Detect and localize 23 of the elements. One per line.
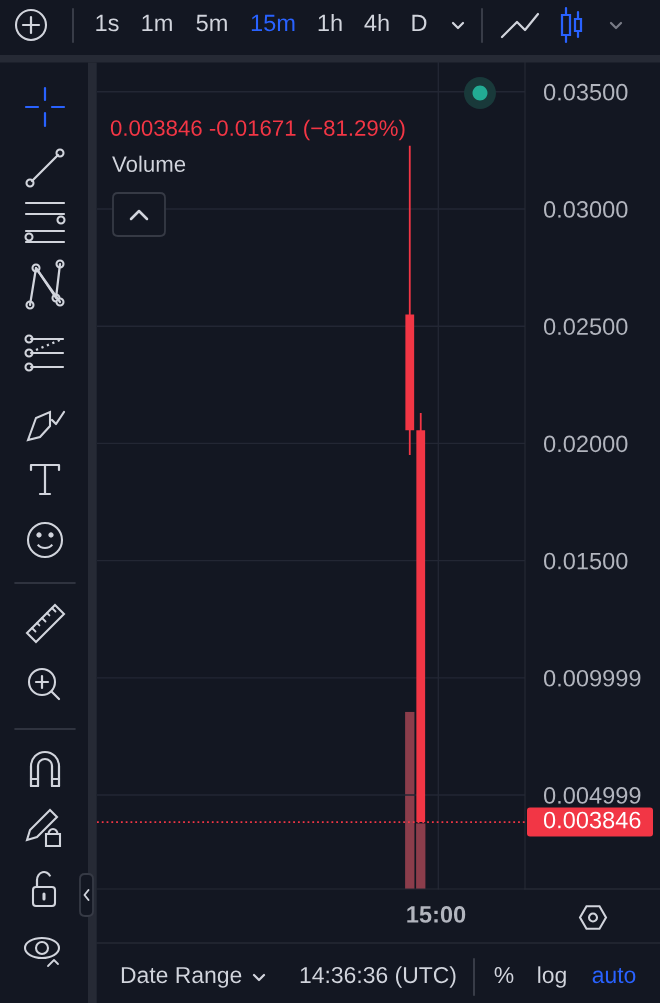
text: 1m [142,14,172,32]
text: D [412,14,427,32]
text: % [494,967,514,984]
text: 15:00 [407,906,466,923]
y-tick-label: 0.03000 [543,201,628,218]
ref-line-label: 0.003846 [543,811,641,829]
text: 1s [96,14,119,32]
text: auto [592,968,636,984]
y-tick-label: 0.01500 [543,552,628,570]
text: 4h [364,14,389,32]
annotation: 0.003846 -0.01671 (−81.29%) [110,119,405,141]
text: 14:36:36 (UTC) [300,966,456,988]
y-tick-label: 0.03500 [543,83,628,101]
text: 15m [251,14,295,32]
y-tick-label: 0.009999 [543,669,641,687]
text: 1h [318,14,342,32]
y-tick-label: 0.02000 [543,435,628,453]
text: Date Range [121,967,242,988]
y-tick-label: 0.004999 [543,787,641,804]
y-tick-label: 0.02500 [543,318,628,335]
text: 5m [196,14,227,32]
annotation: Volume [112,155,186,172]
text: log [538,966,566,988]
